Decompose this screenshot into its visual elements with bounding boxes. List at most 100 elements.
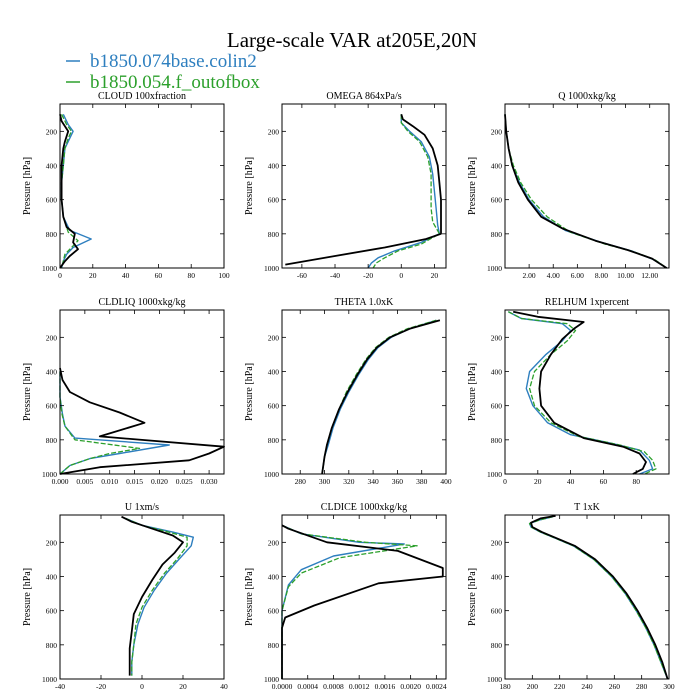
plot-frame bbox=[281, 309, 447, 475]
series-line-3 bbox=[513, 310, 647, 475]
x-tick-label: 0.0004 bbox=[297, 682, 318, 691]
x-tick-label: 300 bbox=[319, 477, 331, 486]
series-line-2 bbox=[59, 371, 141, 475]
panel-4: CLDLIQ 1000xkg/kg Pressure [hPa] 0.000 0.00… bbox=[22, 297, 225, 486]
panel-2: OMEGA 864xPa/s Pressure [hPa] -60 -40 -20 0 20… bbox=[244, 91, 447, 280]
panel-title: U 1xm/s bbox=[125, 502, 159, 513]
series-line-2 bbox=[321, 319, 437, 475]
x-tick-label: 0.0024 bbox=[426, 682, 447, 691]
panel-6: RELHUM 1xpercent Pressure [hPa] 0 20 40 60 80 2… bbox=[467, 297, 670, 486]
x-tick-label: 0 bbox=[399, 271, 403, 280]
x-tick-label: 0.0012 bbox=[349, 682, 370, 691]
y-tick-label: 600 bbox=[268, 607, 280, 616]
series-line-3 bbox=[285, 114, 442, 266]
plot-frame bbox=[281, 103, 447, 269]
panel-5: THETA 1.0xK Pressure [hPa] 280 300 320 340 360… bbox=[244, 297, 452, 486]
y-tick-label: 800 bbox=[46, 230, 58, 239]
x-tick-label: 0.015 bbox=[126, 477, 143, 486]
y-axis-label: Pressure [hPa] bbox=[22, 568, 33, 626]
series-line-3 bbox=[59, 114, 79, 269]
x-tick-label: 8.00 bbox=[595, 271, 608, 280]
x-tick-label: -20 bbox=[363, 271, 373, 280]
x-tick-label: 20 bbox=[89, 271, 97, 280]
plot-frame bbox=[59, 309, 225, 475]
panel-title: THETA 1.0xK bbox=[335, 297, 394, 308]
series-line-1 bbox=[125, 517, 195, 676]
x-tick-label: 0 bbox=[58, 271, 62, 280]
y-tick-label: 600 bbox=[491, 196, 503, 205]
x-tick-label: 320 bbox=[343, 477, 355, 486]
panel-title: T 1xK bbox=[574, 502, 600, 513]
y-axis-label: Pressure [hPa] bbox=[467, 568, 478, 626]
plot-frame bbox=[504, 103, 670, 269]
x-tick-label: 0.005 bbox=[76, 477, 93, 486]
plot-frame bbox=[59, 103, 225, 269]
panel-1: CLOUD 100xfraction Pressure [hPa] 0 20 40 60 8… bbox=[22, 91, 230, 280]
series-line-3 bbox=[504, 114, 668, 269]
series-line-3 bbox=[530, 515, 669, 680]
y-tick-label: 400 bbox=[491, 162, 503, 171]
x-tick-label: -40 bbox=[55, 682, 65, 691]
x-tick-label: 0.030 bbox=[201, 477, 218, 486]
x-tick-label: 40 bbox=[567, 477, 575, 486]
x-tick-label: -40 bbox=[330, 271, 340, 280]
x-tick-label: 280 bbox=[636, 682, 648, 691]
x-tick-label: 360 bbox=[392, 477, 404, 486]
y-axis-label: Pressure [hPa] bbox=[244, 363, 255, 421]
x-tick-label: 0.010 bbox=[101, 477, 118, 486]
x-tick-label: 0.0008 bbox=[323, 682, 344, 691]
y-tick-label: 400 bbox=[268, 368, 280, 377]
panel-3: Q 1000xkg/kg Pressure [hPa] 2.00 4.00 6.00 8.… bbox=[467, 91, 670, 280]
panel-title: RELHUM 1xpercent bbox=[545, 297, 629, 308]
y-tick-label: 200 bbox=[46, 333, 58, 342]
y-tick-label: 800 bbox=[268, 436, 280, 445]
x-tick-label: 260 bbox=[609, 682, 621, 691]
series-line-2 bbox=[528, 516, 669, 680]
series-line-1 bbox=[367, 114, 441, 269]
x-tick-label: 20 bbox=[431, 271, 439, 280]
y-tick-label: 200 bbox=[46, 127, 58, 136]
series-line-2 bbox=[508, 311, 657, 475]
legend: b1850.074base.colin2 b1850.054.f_outofbo… bbox=[66, 51, 260, 93]
y-axis-label: Pressure [hPa] bbox=[244, 157, 255, 215]
series-line-3 bbox=[59, 367, 225, 475]
y-tick-label: 600 bbox=[46, 402, 58, 411]
y-tick-label: 400 bbox=[46, 368, 58, 377]
series-line-3 bbox=[321, 319, 441, 475]
y-tick-label: 800 bbox=[268, 230, 280, 239]
y-axis-label: Pressure [hPa] bbox=[22, 157, 33, 215]
y-axis-label: Pressure [hPa] bbox=[22, 363, 33, 421]
y-tick-label: 200 bbox=[491, 127, 503, 136]
panel-title: CLDICE 1000xkg/kg bbox=[321, 502, 407, 513]
y-tick-label: 400 bbox=[491, 573, 503, 582]
y-tick-label: 200 bbox=[46, 538, 58, 547]
panel-title: Q 1000xkg/kg bbox=[558, 91, 616, 102]
y-tick-label: 1000 bbox=[264, 675, 279, 684]
y-tick-label: 1000 bbox=[42, 470, 57, 479]
x-tick-label: 380 bbox=[416, 477, 428, 486]
plot-frame bbox=[504, 309, 670, 475]
x-tick-label: 12.00 bbox=[641, 271, 658, 280]
panels-grid: CLOUD 100xfraction Pressure [hPa] 0 20 40 60 8… bbox=[22, 91, 675, 691]
x-tick-label: 240 bbox=[581, 682, 593, 691]
panel-title: OMEGA 864xPa/s bbox=[326, 91, 401, 102]
y-tick-label: 1000 bbox=[487, 264, 502, 273]
x-tick-label: 60 bbox=[600, 477, 608, 486]
panel-title: CLOUD 100xfraction bbox=[98, 91, 186, 102]
y-tick-label: 400 bbox=[46, 573, 58, 582]
y-tick-label: 1000 bbox=[264, 470, 279, 479]
series-line-2 bbox=[504, 114, 667, 269]
y-tick-label: 1000 bbox=[487, 675, 502, 684]
figure-title: Large-scale VAR at205E,20N bbox=[227, 28, 477, 52]
x-tick-label: 100 bbox=[218, 271, 230, 280]
x-tick-label: 4.00 bbox=[547, 271, 560, 280]
y-tick-label: 1000 bbox=[42, 675, 57, 684]
y-tick-label: 800 bbox=[491, 436, 503, 445]
series-line-3 bbox=[121, 515, 184, 676]
y-tick-label: 400 bbox=[268, 573, 280, 582]
series-line-1 bbox=[281, 524, 405, 679]
legend-label-1: b1850.074base.colin2 bbox=[90, 51, 257, 72]
y-axis-label: Pressure [hPa] bbox=[467, 363, 478, 421]
panel-8: CLDICE 1000xkg/kg Pressure [hPa] 0.0000 0.0… bbox=[244, 502, 447, 691]
